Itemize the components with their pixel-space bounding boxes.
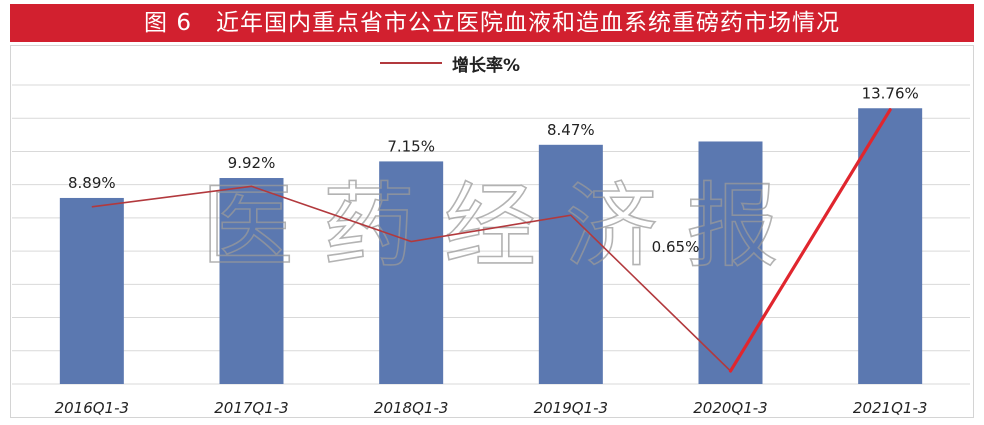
watermark-text: 医 药 经 济 报 — [202, 173, 779, 280]
x-tick-label: 2017Q1-3 — [214, 399, 288, 417]
legend-label: 增长率% — [452, 55, 521, 76]
bar — [858, 108, 923, 384]
x-tick-label: 2016Q1-3 — [55, 399, 129, 417]
x-tick-label: 2019Q1-3 — [534, 399, 608, 417]
bar — [219, 178, 284, 384]
bar — [379, 161, 444, 384]
chart-title: 图 6 近年国内重点省市公立医院血液和造血系统重磅药市场情况 — [144, 10, 840, 36]
data-label: 7.15% — [387, 137, 435, 155]
bar — [698, 141, 763, 384]
growth-line-highlight — [728, 108, 892, 373]
x-tick-label: 2018Q1-3 — [374, 399, 448, 417]
data-label: 9.92% — [228, 154, 276, 172]
chart-frame — [10, 45, 974, 418]
data-label: 8.47% — [547, 121, 595, 139]
x-tick-label: 2020Q1-3 — [693, 399, 767, 417]
data-label: 8.89% — [68, 174, 116, 192]
legend: 增长率% — [380, 50, 520, 76]
legend-line-swatch — [380, 62, 442, 64]
bar — [59, 197, 124, 384]
data-label: 13.76% — [862, 84, 919, 102]
data-label: 0.65% — [652, 238, 700, 256]
bar — [538, 144, 603, 384]
x-tick-label: 2021Q1-3 — [853, 399, 927, 417]
title-bar: 图 6 近年国内重点省市公立医院血液和造血系统重磅药市场情况 — [10, 4, 974, 42]
